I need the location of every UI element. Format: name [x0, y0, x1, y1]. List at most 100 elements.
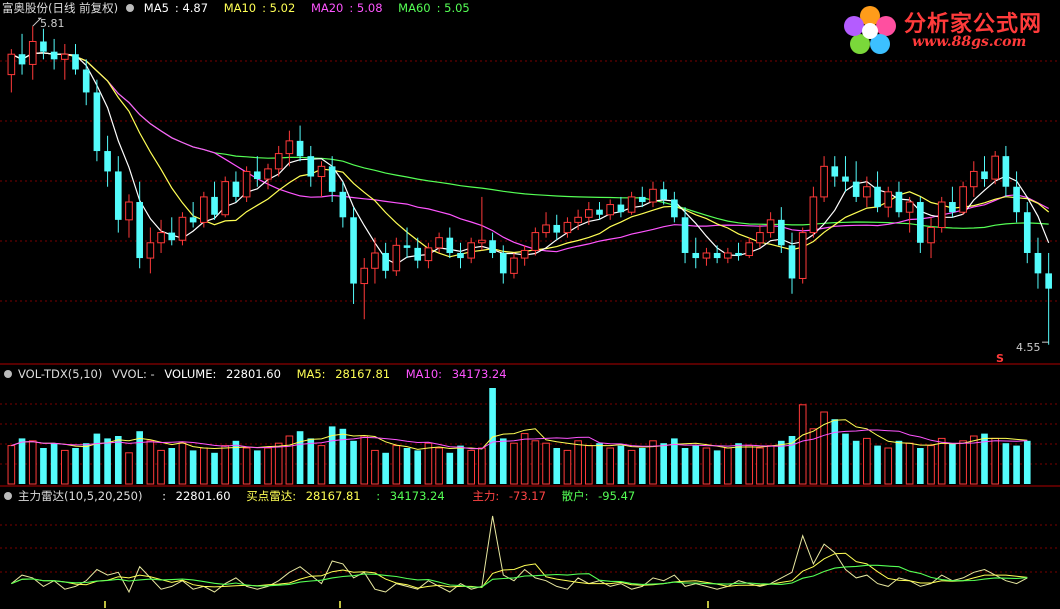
volume-bar: [467, 449, 475, 485]
volume-bar: [660, 443, 667, 484]
candle-body: [114, 171, 122, 220]
candle-body: [285, 140, 294, 155]
volume-bar: [424, 442, 433, 485]
candle-body: [18, 54, 26, 65]
candle-body: [788, 245, 796, 279]
candle-body: [61, 53, 69, 60]
volume-indicator-name: VOL-TDX(5,10): [18, 367, 103, 381]
candle-body: [242, 170, 251, 198]
volume-bar: [1023, 440, 1031, 484]
candle-body: [403, 245, 411, 248]
settings-dot-icon[interactable]: [4, 370, 12, 378]
candle-body: [713, 252, 721, 259]
volume-bar: [1002, 443, 1010, 484]
volume-bar: [125, 452, 133, 485]
candle-body: [917, 202, 924, 243]
retail-readout: 散户: -95.47: [561, 489, 636, 503]
ma5-path: [11, 52, 1050, 265]
settings-dot-icon[interactable]: [126, 4, 135, 12]
candle-body: [692, 252, 700, 259]
candle-body: [360, 267, 369, 285]
candle-body: [756, 232, 764, 244]
candle-body: [777, 219, 785, 246]
candle-body: [884, 191, 893, 208]
candlesticks: [7, 26, 1052, 345]
volume-bar: [991, 437, 999, 485]
candle-body: [1045, 273, 1052, 289]
volume-bar: [371, 449, 379, 485]
volume-bar: [788, 436, 796, 484]
volume-bar: [702, 447, 711, 485]
volume-bar: [296, 431, 304, 484]
volume-bar: [724, 447, 732, 485]
candle-body: [542, 224, 550, 234]
high-price-label: 5.81: [40, 17, 65, 30]
volume-bar: [531, 440, 540, 485]
candle-body: [863, 186, 871, 198]
volume-bar: [317, 445, 326, 485]
volume-bar: [895, 440, 903, 484]
volume-bar: [285, 435, 294, 485]
volume-bar: [969, 435, 978, 485]
ma10-line: [11, 52, 1050, 258]
candle-body: [724, 252, 732, 259]
volume-bar: [168, 448, 176, 484]
volume-bar: [457, 445, 464, 484]
radar-slow-line: [11, 564, 1028, 588]
sell-marker: S: [996, 352, 1004, 365]
volume-bar: [842, 433, 849, 484]
radar-indicator-name: 主力雷达(10,5,20,250): [18, 489, 143, 503]
volume-bar: [264, 447, 272, 485]
volume-bar: [756, 447, 764, 485]
site-logo: 分析家公式网 www.88gs.com: [842, 4, 1052, 56]
candle-body: [104, 151, 111, 172]
ma10-readout: MA10: 5.02: [223, 1, 296, 15]
candle-body: [350, 217, 357, 284]
candle-body: [842, 176, 849, 182]
grid-lines: [0, 60, 1060, 573]
volume-bar: [574, 440, 582, 485]
candle-body: [435, 237, 443, 249]
candle-body: [949, 202, 956, 213]
candle-body: [959, 186, 967, 213]
candle-body: [937, 201, 946, 228]
volume-bar: [435, 447, 443, 485]
volume-bar: [104, 438, 111, 484]
volume-bar: [136, 431, 143, 484]
settings-dot-icon[interactable]: [4, 492, 12, 500]
flower-logo-icon: [844, 6, 896, 54]
volume-bar: [735, 443, 742, 484]
volume-bar: [392, 445, 401, 485]
volume-bar: [93, 433, 101, 484]
candle-body: [478, 239, 486, 244]
candle-body: [766, 219, 775, 234]
candle-body: [382, 252, 389, 271]
candle-body: [178, 216, 187, 241]
vvol-readout: VVOL: -: [112, 367, 155, 381]
volume-bar: [766, 445, 775, 485]
candle-body: [489, 240, 496, 253]
volume-bar: [200, 447, 208, 485]
volume-bar: [478, 447, 486, 485]
volume-readout: VOLUME: 22801.60: [164, 367, 281, 381]
ma20-readout: MA20: 5.08: [310, 1, 383, 15]
candle-body: [520, 249, 529, 259]
candle-body: [991, 155, 999, 180]
candle-body: [1002, 156, 1010, 187]
volume-bar: [1013, 445, 1020, 484]
volume-bar: [713, 450, 721, 484]
candle-body: [553, 224, 561, 233]
volume-bar: [627, 449, 636, 485]
volume-bar: [50, 443, 58, 484]
volume-bar: [777, 440, 785, 484]
candle-body: [339, 191, 347, 218]
vol-ma5-readout: MA5: 28167.81: [296, 367, 391, 381]
candle-body: [467, 242, 475, 259]
volume-bar: [949, 443, 956, 484]
volume-bar: [852, 440, 860, 484]
candle-body: [874, 186, 881, 208]
ma20-path: [11, 52, 1049, 253]
volume-bar: [307, 438, 315, 484]
volume-bar: [72, 448, 79, 484]
